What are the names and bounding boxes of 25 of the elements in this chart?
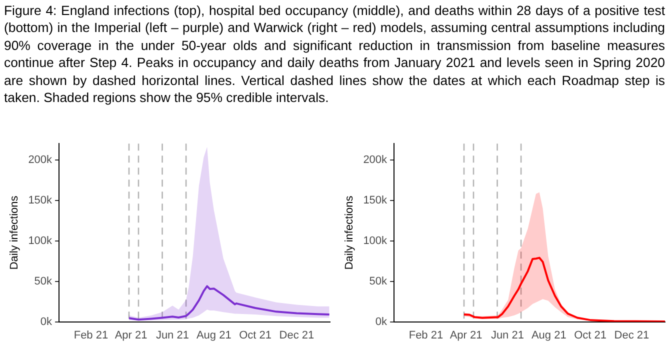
chart-title: Figure 4: England infections (top), hospital bed occupancy (middle), and deaths within 28 days of a positive test (bottom) in the Imperial (left – purple) and Warwick (right – red) models, assuming central assumptions including 90% coverage in the under 50-year olds and significant reduction in transmission from baseline measures continue after Step 4. Peaks in occupancy and daily deaths from January 2021 and levels seen in Spring 2020 are shown by dashed horizontal lines. Vertical dashed lines show the dates at which each Roadmap step is taken. Shaded regions show the 95% credible intervals.	[4, 2, 665, 106]
y-tick-label: 100k	[28, 234, 53, 247]
x-tick-label: Aug 21	[531, 329, 566, 342]
y-tick-label: 0k	[40, 316, 53, 328]
y-axis-title: Daily infections	[344, 195, 356, 270]
y-tick-label: 150k	[28, 194, 53, 206]
x-tick-label: Jun 21	[156, 329, 189, 342]
x-tick-label: Oct 21	[239, 329, 272, 342]
y-tick-label: 100k	[363, 234, 388, 247]
y-tick-label: 50k	[369, 275, 388, 288]
y-tick-label: 0k	[375, 316, 388, 328]
y-tick-label: 50k	[34, 275, 53, 288]
y-tick-label: 200k	[363, 154, 388, 166]
x-tick-label: Jun 21	[490, 329, 524, 342]
x-tick-label: Apr 21	[450, 329, 482, 342]
x-tick-label: Apr 21	[114, 329, 148, 342]
x-tick-label: Oct 21	[574, 329, 607, 342]
y-tick-label: 200k	[28, 154, 53, 166]
y-axis-title: Daily infections	[8, 195, 21, 270]
x-tick-label: Dec 21	[614, 329, 650, 342]
x-tick-label: Feb 21	[74, 329, 108, 342]
x-tick-label: Dec 21	[279, 329, 314, 342]
x-tick-label: Aug 21	[196, 329, 232, 342]
x-tick-label: Feb 21	[408, 329, 444, 342]
y-tick-label: 150k	[363, 194, 388, 206]
